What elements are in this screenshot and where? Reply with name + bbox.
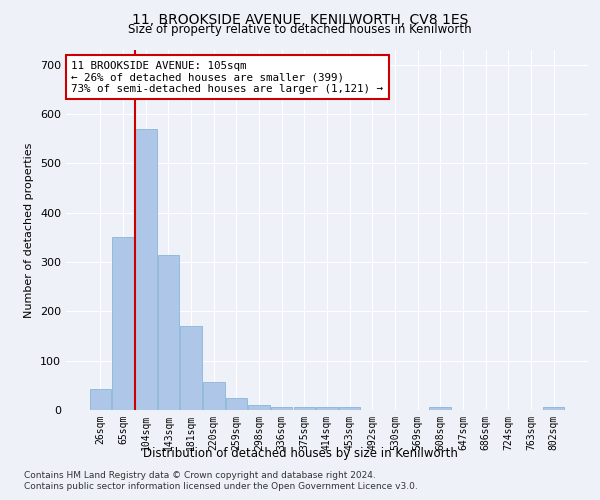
Text: Contains HM Land Registry data © Crown copyright and database right 2024.: Contains HM Land Registry data © Crown c… xyxy=(24,470,376,480)
Y-axis label: Number of detached properties: Number of detached properties xyxy=(25,142,34,318)
Text: 11 BROOKSIDE AVENUE: 105sqm
← 26% of detached houses are smaller (399)
73% of se: 11 BROOKSIDE AVENUE: 105sqm ← 26% of det… xyxy=(71,61,383,94)
Bar xyxy=(430,406,451,410)
Bar xyxy=(181,326,202,410)
Bar xyxy=(339,407,361,410)
Bar xyxy=(543,406,564,410)
Bar xyxy=(112,238,134,410)
Bar xyxy=(203,382,224,410)
Bar xyxy=(248,405,270,410)
Bar xyxy=(90,390,111,410)
Bar xyxy=(135,129,157,410)
Text: Size of property relative to detached houses in Kenilworth: Size of property relative to detached ho… xyxy=(128,22,472,36)
Text: Distribution of detached houses by size in Kenilworth: Distribution of detached houses by size … xyxy=(143,448,457,460)
Bar xyxy=(293,407,315,410)
Text: Contains public sector information licensed under the Open Government Licence v3: Contains public sector information licen… xyxy=(24,482,418,491)
Bar xyxy=(158,254,179,410)
Bar xyxy=(271,406,292,410)
Text: 11, BROOKSIDE AVENUE, KENILWORTH, CV8 1ES: 11, BROOKSIDE AVENUE, KENILWORTH, CV8 1E… xyxy=(132,12,468,26)
Bar xyxy=(226,398,247,410)
Bar xyxy=(316,407,338,410)
